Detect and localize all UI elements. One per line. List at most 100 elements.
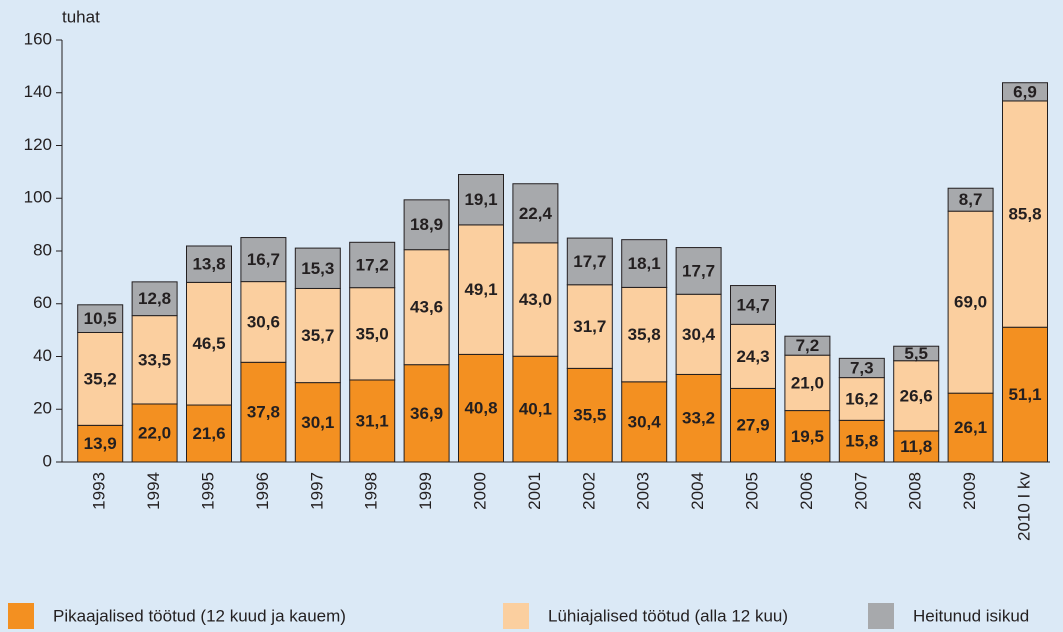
bar-segment xyxy=(403,364,450,463)
x-tick-label: 1994 xyxy=(144,472,163,510)
value-label: 17,7 xyxy=(682,261,715,280)
value-label: 36,9 xyxy=(410,404,443,423)
value-label: 22,4 xyxy=(519,204,553,223)
bar-segment xyxy=(240,237,287,283)
legend-swatch xyxy=(503,603,529,629)
value-label: 15,8 xyxy=(845,432,878,451)
legend-label: Lühiajalised töötud (alla 12 kuu) xyxy=(548,606,788,625)
legend-label: Heitunud isikud xyxy=(913,606,1029,625)
bar-segment xyxy=(403,199,450,251)
bar-segment xyxy=(566,284,613,369)
bar-segment xyxy=(621,239,668,288)
x-tick-label: 2002 xyxy=(579,472,598,510)
value-label: 31,7 xyxy=(573,317,606,336)
x-tick-label: 1993 xyxy=(90,472,109,510)
value-label: 37,8 xyxy=(247,403,280,422)
bar-segment xyxy=(1002,100,1048,328)
bar-segment xyxy=(77,424,124,463)
value-label: 40,1 xyxy=(519,400,552,419)
x-tick-label: 2001 xyxy=(525,472,544,510)
bar-segment xyxy=(947,392,994,463)
bar-segment xyxy=(349,287,396,381)
x-tick-label: 2010 I kv xyxy=(1014,472,1033,541)
value-label: 19,1 xyxy=(464,190,497,209)
bar-segment xyxy=(240,281,287,363)
bar-segment xyxy=(1002,82,1048,102)
value-label: 51,1 xyxy=(1008,385,1041,404)
y-tick-label: 80 xyxy=(33,240,52,259)
bar-segment xyxy=(458,224,504,355)
y-tick-label: 120 xyxy=(24,135,52,154)
value-label: 17,2 xyxy=(356,255,389,274)
y-tick-label: 20 xyxy=(33,399,52,418)
bar-segment xyxy=(403,249,450,366)
x-tick-label: 2003 xyxy=(634,472,653,510)
bar-segment xyxy=(349,379,396,463)
value-label: 26,1 xyxy=(954,418,987,437)
value-label: 31,1 xyxy=(356,411,389,430)
x-tick-label: 2007 xyxy=(851,472,870,510)
bar-segment xyxy=(893,430,940,463)
y-axis-label: tuhat xyxy=(62,7,100,26)
value-label: 17,7 xyxy=(573,252,606,271)
legend-swatch xyxy=(8,603,34,629)
value-label: 30,1 xyxy=(301,413,334,432)
value-label: 40,8 xyxy=(464,399,497,418)
value-label: 33,2 xyxy=(682,409,715,428)
bar-segment xyxy=(893,345,940,362)
value-label: 7,3 xyxy=(850,358,874,377)
value-label: 30,4 xyxy=(682,325,716,344)
x-tick-label: 2009 xyxy=(960,472,979,510)
y-tick-label: 40 xyxy=(33,346,52,365)
value-label: 21,6 xyxy=(192,424,225,443)
y-tick-label: 0 xyxy=(43,451,52,470)
value-label: 16,2 xyxy=(845,389,878,408)
bar-segment xyxy=(1002,326,1048,463)
bar-segment xyxy=(186,245,232,283)
bar-segment xyxy=(566,367,613,463)
value-label: 18,1 xyxy=(628,254,661,273)
value-label: 15,3 xyxy=(301,259,334,278)
value-label: 13,9 xyxy=(84,434,117,453)
bar-segment xyxy=(186,404,232,463)
bar-segment xyxy=(186,281,232,406)
bar-segment xyxy=(349,241,396,289)
value-label: 22,0 xyxy=(138,423,171,442)
bar-segment xyxy=(294,247,341,289)
bar-segment xyxy=(730,285,776,325)
value-label: 35,5 xyxy=(573,406,606,425)
x-tick-label: 1996 xyxy=(253,472,272,510)
value-label: 30,4 xyxy=(628,412,662,431)
bar-segment xyxy=(893,360,940,432)
x-tick-label: 2008 xyxy=(906,472,925,510)
value-label: 19,5 xyxy=(791,427,824,446)
value-label: 21,0 xyxy=(791,373,824,392)
value-label: 8,7 xyxy=(959,190,983,209)
bar-segment xyxy=(730,323,776,389)
value-label: 43,6 xyxy=(410,298,443,317)
value-label: 85,8 xyxy=(1008,205,1041,224)
value-label: 46,5 xyxy=(192,334,225,353)
value-label: 35,7 xyxy=(301,326,334,345)
value-label: 35,0 xyxy=(356,324,389,343)
value-label: 35,8 xyxy=(628,325,661,344)
value-label: 69,0 xyxy=(954,293,987,312)
bar-segment xyxy=(784,335,831,356)
bar-segment xyxy=(294,287,341,384)
value-label: 33,5 xyxy=(138,350,171,369)
x-tick-label: 2000 xyxy=(470,472,489,510)
value-label: 49,1 xyxy=(464,280,497,299)
bar-segment xyxy=(131,315,178,405)
x-tick-label: 1997 xyxy=(307,472,326,510)
x-tick-label: 2006 xyxy=(797,472,816,510)
bar-segment xyxy=(458,353,504,463)
bar-segment xyxy=(838,357,885,379)
value-label: 6,9 xyxy=(1013,82,1037,101)
value-label: 26,6 xyxy=(900,386,933,405)
bar-segment xyxy=(784,410,831,463)
bar-segment xyxy=(512,183,559,244)
value-label: 14,7 xyxy=(736,295,769,314)
x-tick-label: 1999 xyxy=(416,472,435,510)
value-label: 27,9 xyxy=(736,416,769,435)
